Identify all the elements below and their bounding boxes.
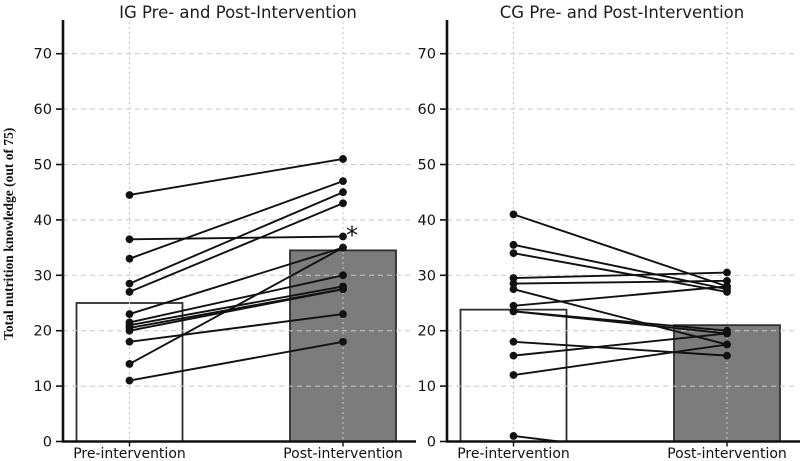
pair-line [128, 288, 344, 332]
data-point-pre [125, 288, 134, 296]
pair-line [512, 340, 728, 357]
y-axis-label: Total nutrition knowledge (out of 75) [1, 128, 16, 340]
y-tick-label: 30 [34, 268, 52, 284]
y-tick-label: 50 [418, 158, 436, 174]
pair-line [512, 310, 728, 335]
panel-title: CG Pre- and Post-Intervention [500, 3, 744, 22]
data-point-pre [509, 279, 518, 288]
significance-asterisk-icon: * [346, 222, 358, 250]
paired-lines-group [125, 155, 347, 385]
ig-panel: 0 10 20 30 40 50 60 70 Pre-intervention Post-inte… [1, 3, 416, 461]
data-point-pre [509, 351, 518, 360]
pair-line [512, 285, 728, 307]
data-point-pre [509, 307, 518, 316]
data-point-post [723, 340, 731, 349]
data-point-post [723, 288, 731, 296]
panel-title: IG Pre- and Post-Intervention [119, 3, 357, 22]
data-point-post [339, 285, 347, 294]
data-point-post [723, 268, 731, 277]
data-point-post [339, 177, 347, 186]
pair-line [512, 279, 728, 285]
data-point-post [339, 155, 347, 163]
data-point-post [339, 243, 347, 252]
data-point-post [339, 188, 347, 197]
data-point-pre [509, 240, 518, 249]
data-point-pre [125, 235, 134, 244]
data-point-pre [125, 191, 134, 199]
y-tick-label: 60 [34, 102, 52, 118]
y-tick-label: 20 [34, 324, 52, 340]
pair-line [128, 202, 344, 293]
y-tick-label: 50 [34, 158, 52, 174]
pair-line [128, 246, 344, 316]
data-point-post [723, 329, 731, 338]
y-tick-label: 10 [418, 379, 436, 395]
data-point-pre [509, 210, 518, 219]
pair-line [128, 191, 344, 285]
y-tick-label: 60 [418, 102, 436, 118]
data-point-pre [509, 274, 518, 282]
data-point-post [723, 282, 731, 291]
data-point-pre [125, 326, 134, 335]
y-tick-label: 0 [43, 435, 52, 451]
x-tick-label: Pre-intervention [457, 446, 570, 461]
x-tick-label: Pre-intervention [73, 446, 186, 461]
data-point-pre [125, 279, 134, 288]
y-tick-label: 40 [34, 213, 52, 229]
data-point-post [339, 271, 347, 280]
y-tick-label: 40 [418, 213, 436, 229]
x-tick-label: Post-intervention [667, 446, 787, 461]
data-point-pre [125, 337, 134, 346]
pair-line [128, 246, 344, 365]
paired-lines-group [509, 210, 731, 442]
y-tick-label: 70 [418, 47, 436, 63]
data-point-post [723, 276, 731, 285]
pair-line [128, 180, 344, 260]
data-point-pre [125, 310, 134, 318]
pair-line [512, 252, 728, 293]
y-tick-label: 0 [427, 435, 436, 451]
data-point-post [339, 199, 347, 208]
data-point-pre [125, 376, 134, 385]
data-point-pre [509, 249, 518, 258]
y-tick-label: 70 [34, 47, 52, 63]
pair-line [128, 274, 344, 324]
data-point-post [339, 232, 347, 241]
data-point-pre [509, 432, 518, 440]
x-tick-label: Post-intervention [283, 446, 403, 461]
pair-line [512, 271, 728, 280]
y-tick-label: 20 [418, 324, 436, 340]
pair-line [512, 343, 728, 376]
data-point-post [339, 337, 347, 346]
data-point-post [723, 351, 731, 360]
data-point-pre [509, 301, 518, 310]
data-point-pre [509, 337, 518, 346]
cg-panel: 0 10 20 30 40 50 60 70 Pre-intervention Post-inte… [418, 3, 800, 461]
data-point-pre [125, 254, 134, 263]
data-point-post [339, 310, 347, 318]
pair-line [512, 288, 728, 346]
data-point-pre [509, 371, 518, 379]
pair-line [512, 332, 728, 357]
data-point-pre [125, 360, 134, 368]
y-tick-label: 10 [34, 379, 52, 395]
pair-line [128, 313, 344, 343]
pair-line [128, 340, 344, 382]
pair-line [128, 158, 344, 196]
y-tick-label: 30 [418, 268, 436, 284]
pre-intervention-bar [459, 308, 568, 443]
data-point-pre [509, 285, 518, 294]
